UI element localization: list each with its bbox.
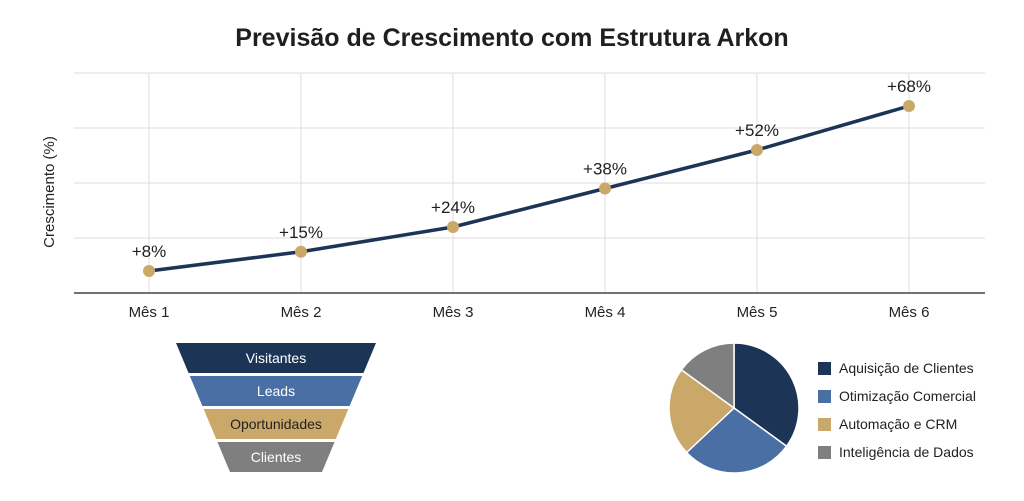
legend-label: Otimização Comercial	[839, 388, 976, 404]
legend-label: Aquisição de Clientes	[839, 360, 974, 376]
data-point	[903, 100, 915, 112]
funnel-stage-label: Oportunidades	[230, 416, 322, 432]
x-tick-label: Mês 1	[129, 304, 170, 321]
pie-slice	[733, 342, 800, 448]
legend-label: Inteligência de Dados	[839, 444, 974, 460]
funnel-stage	[189, 376, 363, 406]
x-tick-label: Mês 5	[737, 304, 778, 321]
legend-swatch	[818, 417, 831, 431]
legend-item: Inteligência de Dados	[818, 438, 976, 466]
chart-title: Previsão de Crescimento com Estrutura Ar…	[235, 24, 789, 52]
pie-slice	[685, 407, 788, 474]
pie-slice	[680, 342, 735, 410]
data-point	[447, 221, 459, 233]
x-tick-label: Mês 2	[281, 304, 322, 321]
legend-label: Automação e CRM	[839, 416, 958, 432]
funnel-stage	[203, 409, 349, 439]
x-tick-labels: Mês 1 Mês 2 Mês 3 Mês 4 Mês 5 Mês 6	[129, 304, 930, 321]
legend-item: Otimização Comercial	[818, 382, 976, 410]
funnel-stage-label: Visitantes	[246, 350, 306, 366]
legend-swatch	[818, 445, 831, 459]
funnel-stage	[217, 442, 335, 472]
data-label: +24%	[431, 198, 475, 217]
x-tick-label: Mês 6	[889, 304, 930, 321]
legend-item: Automação e CRM	[818, 410, 976, 438]
data-point	[599, 182, 611, 195]
funnel-chart: Visitantes Leads Oportunidades Clientes	[176, 343, 376, 472]
pie-chart	[668, 342, 800, 474]
data-labels: +8% +15% +24% +38% +52% +68%	[132, 77, 931, 261]
data-point	[295, 245, 307, 258]
data-label: +68%	[887, 77, 931, 96]
series-line	[148, 104, 910, 273]
funnel-stage-label: Clientes	[251, 449, 302, 465]
y-axis-label: Crescimento (%)	[41, 136, 58, 248]
data-label: +15%	[279, 223, 323, 242]
data-point	[143, 265, 155, 277]
data-point	[751, 144, 763, 156]
grid-lines	[74, 72, 985, 293]
funnel-stage-label: Leads	[257, 383, 295, 399]
legend-swatch	[818, 361, 831, 375]
x-tick-label: Mês 4	[585, 304, 626, 321]
pie-legend: Aquisição de Clientes Otimização Comercia…	[818, 354, 976, 466]
data-points	[143, 100, 915, 277]
pie-slice	[668, 368, 736, 454]
legend-swatch	[818, 389, 831, 403]
x-tick-label: Mês 3	[433, 304, 474, 321]
data-label: +8%	[132, 242, 167, 261]
data-label: +52%	[735, 121, 779, 140]
legend-item: Aquisição de Clientes	[818, 354, 976, 382]
growth-line	[148, 104, 910, 273]
data-label: +38%	[583, 160, 627, 179]
funnel-stage	[176, 343, 376, 373]
